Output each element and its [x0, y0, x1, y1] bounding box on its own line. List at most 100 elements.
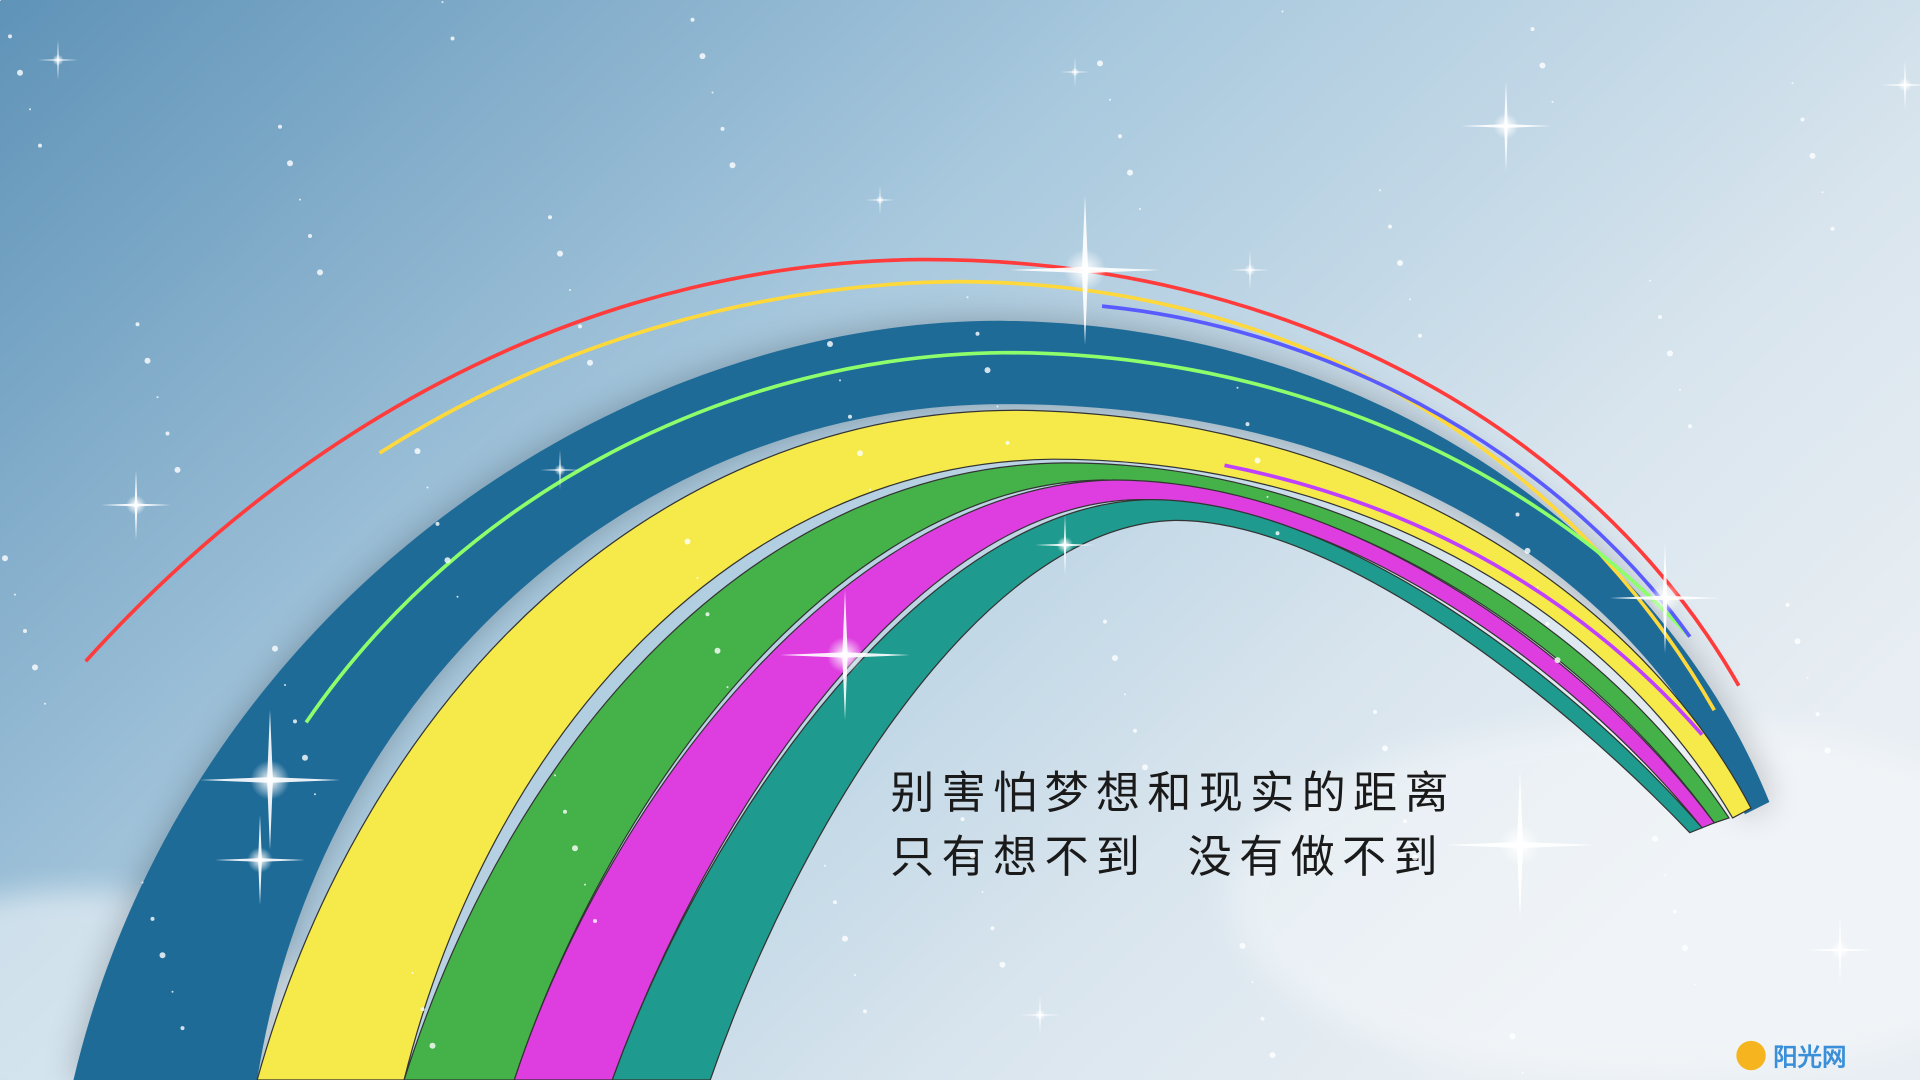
star-dot — [984, 367, 991, 374]
star-dot — [584, 883, 586, 886]
band-green — [403, 462, 1730, 1080]
star-dot — [1109, 98, 1111, 101]
star-dot — [1800, 117, 1805, 122]
star-dot — [1667, 350, 1673, 357]
star-dot — [1127, 169, 1133, 176]
star-dot — [1794, 638, 1801, 645]
star-dot — [272, 645, 278, 652]
star-dot — [0, 0, 1, 1]
star-dot — [1673, 909, 1677, 914]
light-arc — [1224, 463, 1704, 736]
band-blue — [73, 320, 1770, 1080]
star-dot — [869, 488, 871, 491]
star-dot — [1809, 152, 1816, 159]
star-dot — [842, 935, 848, 942]
star-dot — [1830, 226, 1835, 231]
star-dot — [569, 289, 571, 291]
light-arc — [304, 350, 1692, 724]
star-dot — [1379, 189, 1381, 192]
light-arc — [84, 257, 1741, 687]
star-dot — [720, 126, 725, 131]
star-dot — [1236, 386, 1239, 389]
star-dot — [1269, 1052, 1276, 1059]
star-dot — [1688, 424, 1692, 429]
star-dot — [444, 557, 451, 564]
band-yellow — [256, 409, 1752, 1080]
star-dot — [863, 1009, 867, 1014]
star-dot — [1373, 710, 1377, 714]
star-dot — [1554, 657, 1561, 664]
star-dot — [1412, 854, 1418, 861]
star-dot — [314, 793, 316, 796]
star-dot — [1388, 224, 1392, 229]
star-dot — [441, 1, 444, 4]
star-dot — [975, 331, 980, 336]
star-dot — [159, 952, 166, 959]
band-magenta — [513, 479, 1716, 1080]
star-dot — [1664, 874, 1666, 877]
star-dot — [824, 864, 826, 867]
star-dot — [174, 466, 181, 473]
quote-line-1: 别害怕梦想和现实的距离 — [890, 768, 1456, 819]
star-dot — [593, 919, 597, 923]
star-dot — [1539, 62, 1546, 69]
star-dot — [1254, 457, 1261, 464]
star-dot — [29, 108, 31, 111]
star-dot — [1403, 819, 1407, 824]
star-dot — [1524, 547, 1531, 554]
star-dot — [969, 852, 976, 859]
star-dot — [990, 926, 995, 931]
star-dot — [705, 612, 710, 617]
star-dot — [714, 647, 721, 654]
star-dot — [1694, 983, 1696, 986]
star-dot — [144, 357, 151, 364]
star-dot — [150, 916, 155, 921]
star-dot — [572, 845, 578, 852]
star-dot — [554, 774, 556, 777]
star-dot — [854, 974, 856, 976]
star-dot — [827, 341, 833, 347]
star-dot — [1679, 388, 1681, 391]
light-arc — [378, 279, 1716, 712]
star-dot — [1251, 981, 1254, 984]
star-dot — [1652, 835, 1658, 842]
star-dot — [1545, 621, 1550, 626]
star-dot — [17, 69, 23, 76]
star-dot — [996, 405, 999, 408]
star-dot — [960, 817, 965, 822]
star-dot — [293, 719, 297, 724]
star-dot — [557, 250, 563, 257]
star-dot — [1394, 783, 1396, 786]
star-dot — [299, 198, 301, 201]
star-dot — [1005, 440, 1010, 445]
star-dot — [1791, 82, 1794, 85]
star-dot — [563, 809, 567, 814]
star-dot — [1785, 602, 1790, 607]
star-dot — [180, 1026, 185, 1031]
star-dot — [1245, 422, 1250, 427]
star-dot — [1124, 693, 1126, 696]
light-arcs — [84, 257, 1741, 736]
star-dot — [308, 234, 312, 238]
star-dot — [1103, 619, 1107, 624]
star-dot — [38, 143, 42, 148]
star-dot — [2, 555, 8, 562]
band-teal — [611, 498, 1704, 1080]
star-dot — [411, 971, 414, 974]
star-dot — [1806, 676, 1809, 679]
star-dot — [14, 593, 16, 596]
quote-line-2a: 只有想不到 — [890, 832, 1147, 883]
star-dot — [839, 379, 841, 382]
star-dot — [8, 34, 12, 39]
star-dot — [729, 162, 736, 169]
star-dot — [711, 91, 714, 94]
star-dot — [966, 296, 969, 299]
star-dot — [278, 124, 282, 129]
star-dot — [1281, 10, 1284, 13]
star-dot — [1260, 1016, 1265, 1021]
star-dot — [1418, 333, 1422, 338]
star-dot — [1139, 208, 1141, 210]
